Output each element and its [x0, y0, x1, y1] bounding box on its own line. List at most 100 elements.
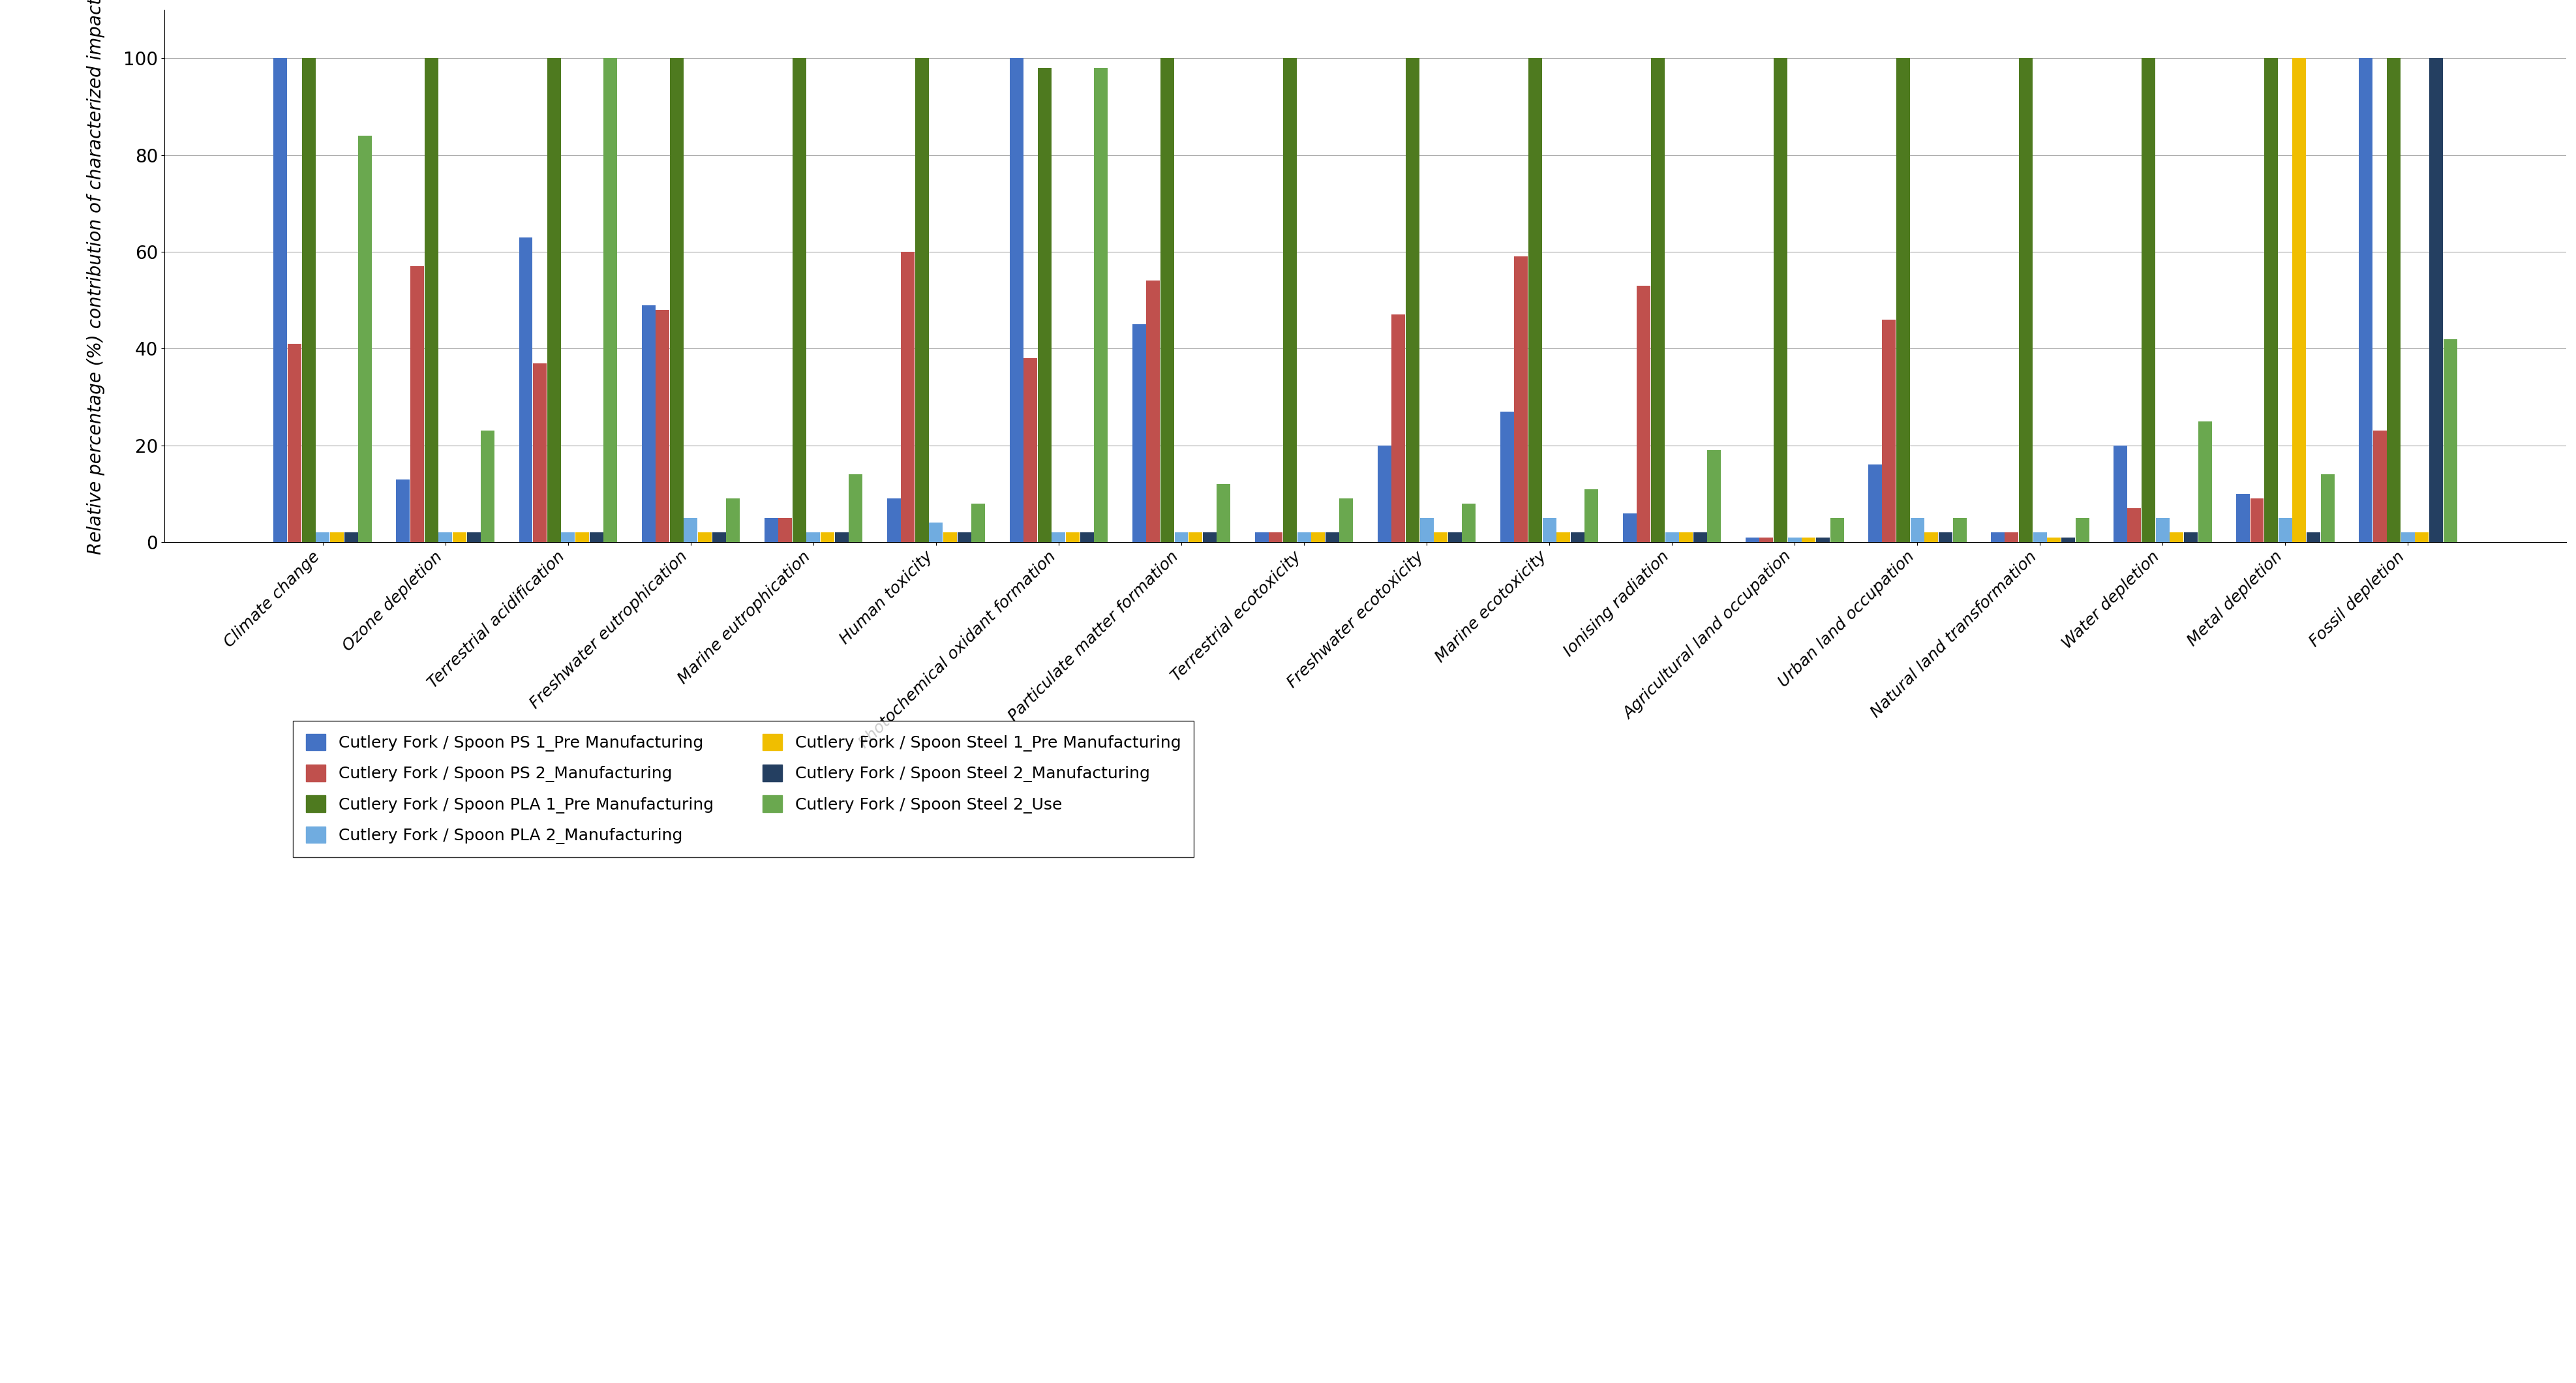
Bar: [1883, 319, 1896, 542]
Bar: [2048, 538, 2061, 542]
Bar: [425, 58, 438, 542]
Bar: [1311, 532, 1324, 542]
Bar: [562, 532, 574, 542]
Bar: [1556, 532, 1571, 542]
Bar: [1255, 532, 1267, 542]
Bar: [1528, 58, 1543, 542]
Bar: [1499, 412, 1515, 542]
Bar: [958, 532, 971, 542]
Bar: [1775, 58, 1788, 542]
Bar: [2236, 494, 2249, 542]
Bar: [943, 532, 958, 542]
Bar: [2020, 58, 2032, 542]
Bar: [2306, 532, 2321, 542]
Bar: [1680, 532, 1692, 542]
Bar: [317, 532, 330, 542]
Bar: [590, 532, 603, 542]
Bar: [2184, 532, 2197, 542]
Bar: [301, 58, 314, 542]
Bar: [2197, 422, 2213, 542]
Bar: [1435, 532, 1448, 542]
Bar: [1816, 538, 1829, 542]
Bar: [1327, 532, 1340, 542]
Bar: [1270, 532, 1283, 542]
Bar: [2061, 538, 2076, 542]
Bar: [930, 523, 943, 542]
Bar: [2141, 58, 2156, 542]
Bar: [835, 532, 848, 542]
Bar: [1664, 532, 1680, 542]
Bar: [2004, 532, 2020, 542]
Bar: [778, 519, 791, 542]
Bar: [1188, 532, 1203, 542]
Bar: [1584, 490, 1600, 542]
Bar: [603, 58, 618, 542]
Bar: [1991, 532, 2004, 542]
Bar: [641, 306, 654, 542]
Bar: [574, 532, 590, 542]
Bar: [1298, 532, 1311, 542]
Bar: [1283, 58, 1296, 542]
Bar: [1953, 519, 1965, 542]
Bar: [546, 58, 562, 542]
Bar: [1133, 325, 1146, 542]
Bar: [2076, 519, 2089, 542]
Bar: [2401, 532, 2414, 542]
Y-axis label: Relative percentage (%) contribution of characterized impact: Relative percentage (%) contribution of …: [88, 0, 106, 555]
Bar: [1651, 58, 1664, 542]
Bar: [2277, 519, 2293, 542]
Bar: [822, 532, 835, 542]
Bar: [1543, 519, 1556, 542]
Bar: [2388, 58, 2401, 542]
Bar: [698, 532, 711, 542]
Bar: [518, 238, 533, 542]
Bar: [1708, 451, 1721, 542]
Bar: [1829, 519, 1844, 542]
Bar: [1924, 532, 1937, 542]
Bar: [1391, 315, 1406, 542]
Bar: [1747, 538, 1759, 542]
Bar: [765, 519, 778, 542]
Bar: [1759, 538, 1772, 542]
Bar: [1159, 58, 1175, 542]
Bar: [657, 310, 670, 542]
Bar: [850, 474, 863, 542]
Bar: [2251, 499, 2264, 542]
Bar: [1079, 532, 1095, 542]
Bar: [2112, 445, 2128, 542]
Bar: [1515, 257, 1528, 542]
Bar: [2321, 474, 2334, 542]
Bar: [1801, 538, 1816, 542]
Bar: [1023, 358, 1038, 542]
Bar: [1038, 68, 1051, 542]
Bar: [410, 267, 425, 542]
Bar: [2416, 532, 2429, 542]
Bar: [273, 58, 289, 542]
Bar: [711, 532, 726, 542]
Bar: [1940, 532, 1953, 542]
Bar: [902, 252, 914, 542]
Bar: [2264, 58, 2277, 542]
Bar: [2156, 519, 2169, 542]
Bar: [289, 344, 301, 542]
Bar: [2032, 532, 2048, 542]
Bar: [971, 503, 984, 542]
Bar: [806, 532, 819, 542]
Bar: [1051, 532, 1066, 542]
Bar: [1463, 503, 1476, 542]
Bar: [1175, 532, 1188, 542]
Bar: [670, 58, 683, 542]
Bar: [1571, 532, 1584, 542]
Bar: [2293, 58, 2306, 542]
Bar: [533, 364, 546, 542]
Bar: [1911, 519, 1924, 542]
Bar: [1636, 286, 1651, 542]
Bar: [1340, 499, 1352, 542]
Bar: [2360, 58, 2372, 542]
Bar: [1406, 58, 1419, 542]
Bar: [1066, 532, 1079, 542]
Bar: [397, 480, 410, 542]
Bar: [1095, 68, 1108, 542]
Bar: [2128, 509, 2141, 542]
Bar: [1692, 532, 1708, 542]
